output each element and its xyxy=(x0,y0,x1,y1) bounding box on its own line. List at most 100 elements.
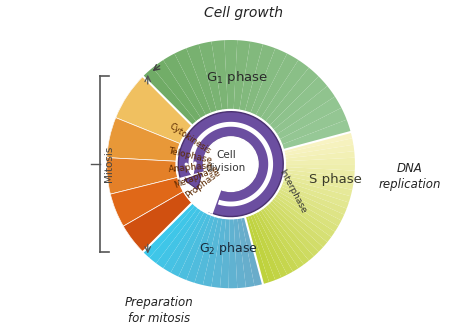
Wedge shape xyxy=(280,108,346,145)
Wedge shape xyxy=(208,164,231,183)
Text: DNA
replication: DNA replication xyxy=(378,162,441,191)
Wedge shape xyxy=(204,163,231,170)
Wedge shape xyxy=(277,191,338,232)
Wedge shape xyxy=(107,118,180,161)
Text: G$_1$ phase: G$_1$ phase xyxy=(206,69,268,86)
Wedge shape xyxy=(234,218,246,288)
Wedge shape xyxy=(143,203,195,258)
Wedge shape xyxy=(123,191,192,252)
Wedge shape xyxy=(261,208,304,268)
Wedge shape xyxy=(283,175,352,196)
Circle shape xyxy=(217,150,245,178)
Wedge shape xyxy=(153,60,201,122)
Circle shape xyxy=(203,137,258,191)
Wedge shape xyxy=(205,164,231,177)
Wedge shape xyxy=(283,178,351,203)
Text: G$_2$ phase: G$_2$ phase xyxy=(199,240,258,257)
Wedge shape xyxy=(180,125,231,164)
Text: Cell
division: Cell division xyxy=(206,151,246,173)
Wedge shape xyxy=(245,216,269,284)
Wedge shape xyxy=(186,215,215,283)
Wedge shape xyxy=(180,171,222,214)
Wedge shape xyxy=(237,218,255,287)
Wedge shape xyxy=(204,154,231,164)
Wedge shape xyxy=(178,112,283,216)
Polygon shape xyxy=(184,173,201,189)
Wedge shape xyxy=(281,184,346,214)
Wedge shape xyxy=(107,76,192,252)
Text: Preparation
for mitosis: Preparation for mitosis xyxy=(125,296,193,325)
Wedge shape xyxy=(269,76,327,130)
Wedge shape xyxy=(272,199,327,247)
Wedge shape xyxy=(285,158,355,164)
Text: Metaphase: Metaphase xyxy=(173,164,219,190)
Wedge shape xyxy=(278,189,341,226)
Wedge shape xyxy=(163,54,206,118)
Wedge shape xyxy=(269,201,323,252)
Wedge shape xyxy=(186,44,217,113)
Wedge shape xyxy=(116,76,192,144)
Wedge shape xyxy=(285,167,355,177)
Wedge shape xyxy=(211,218,226,288)
Wedge shape xyxy=(183,164,231,203)
Wedge shape xyxy=(282,119,351,150)
Wedge shape xyxy=(174,48,211,116)
Wedge shape xyxy=(280,186,344,220)
Wedge shape xyxy=(220,218,230,288)
Wedge shape xyxy=(234,40,250,110)
Wedge shape xyxy=(171,212,208,277)
Wedge shape xyxy=(224,40,237,110)
Wedge shape xyxy=(178,164,231,191)
Text: Cell growth: Cell growth xyxy=(204,6,283,20)
Wedge shape xyxy=(263,207,309,264)
Wedge shape xyxy=(194,216,219,285)
Wedge shape xyxy=(156,208,201,268)
Wedge shape xyxy=(261,60,309,122)
Wedge shape xyxy=(275,194,335,237)
Wedge shape xyxy=(204,145,231,183)
Text: Prophase: Prophase xyxy=(183,167,222,200)
Wedge shape xyxy=(250,214,281,280)
Text: Interphase: Interphase xyxy=(277,168,308,215)
Wedge shape xyxy=(250,48,287,116)
Wedge shape xyxy=(285,164,355,170)
Wedge shape xyxy=(245,44,275,113)
Wedge shape xyxy=(285,151,355,161)
Text: Anaphase: Anaphase xyxy=(169,161,214,174)
Wedge shape xyxy=(265,205,314,260)
Text: Telophase: Telophase xyxy=(167,146,212,165)
Wedge shape xyxy=(273,196,331,242)
Text: Cytokinesis: Cytokinesis xyxy=(168,121,213,156)
Wedge shape xyxy=(255,212,293,275)
Wedge shape xyxy=(258,210,299,272)
Wedge shape xyxy=(239,42,263,111)
Wedge shape xyxy=(110,177,183,226)
Wedge shape xyxy=(283,132,352,153)
Wedge shape xyxy=(206,145,231,164)
Wedge shape xyxy=(267,203,319,257)
Wedge shape xyxy=(277,97,341,139)
Wedge shape xyxy=(284,173,354,190)
Wedge shape xyxy=(143,68,196,125)
Wedge shape xyxy=(273,86,335,134)
Text: Mitosis: Mitosis xyxy=(104,146,114,182)
Wedge shape xyxy=(241,217,263,286)
Wedge shape xyxy=(228,219,237,288)
Wedge shape xyxy=(211,40,228,110)
Wedge shape xyxy=(255,54,299,118)
Circle shape xyxy=(176,110,285,219)
Wedge shape xyxy=(199,42,222,111)
Wedge shape xyxy=(248,215,275,282)
Text: S phase: S phase xyxy=(309,172,362,186)
Wedge shape xyxy=(107,158,178,194)
Wedge shape xyxy=(178,213,211,280)
Wedge shape xyxy=(163,210,204,273)
Wedge shape xyxy=(265,68,319,125)
Wedge shape xyxy=(176,144,231,164)
Wedge shape xyxy=(285,170,354,184)
Wedge shape xyxy=(176,161,231,177)
Wedge shape xyxy=(149,205,198,263)
Wedge shape xyxy=(253,213,287,277)
Wedge shape xyxy=(203,217,222,287)
Wedge shape xyxy=(284,138,354,156)
